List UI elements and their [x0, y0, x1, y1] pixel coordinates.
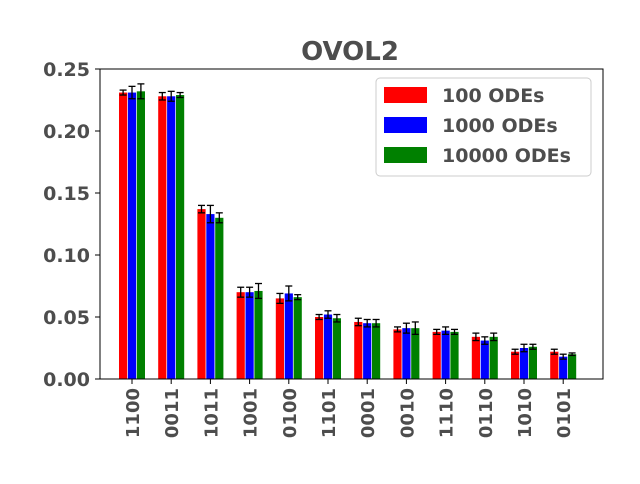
- legend-label-series-3: 10000 ODEs: [442, 145, 571, 167]
- bar-1100-series-3: [136, 91, 145, 379]
- legend-swatch-series-1: [384, 87, 427, 103]
- bar-1001-series-2: [245, 292, 254, 379]
- x-tick-label-1010: 1010: [515, 388, 536, 438]
- plot-frame: [99, 68, 604, 380]
- bar-1011-series-2: [206, 214, 215, 379]
- bar-1011-series-3: [215, 217, 224, 379]
- bar-1110-series-2: [441, 330, 450, 379]
- y-tick-label: 0.00: [43, 369, 90, 391]
- bar-0101-series-2: [559, 356, 568, 379]
- bar-1100-series-1: [119, 92, 128, 379]
- legend-label-series-2: 1000 ODEs: [442, 115, 558, 137]
- bar-1101-series-1: [315, 317, 324, 379]
- bar-0110-series-3: [489, 336, 498, 379]
- bar-1010-series-2: [519, 348, 529, 379]
- bar-1010-series-1: [511, 351, 520, 379]
- bar-1011-series-1: [197, 209, 206, 379]
- x-tick-label-1101: 1101: [319, 388, 340, 438]
- bar-0110-series-1: [471, 336, 480, 379]
- x-tick-label-0100: 0100: [280, 388, 301, 438]
- bar-0101-series-1: [550, 351, 559, 379]
- y-tick-label: 0.10: [43, 245, 90, 267]
- x-tick-label-0010: 0010: [397, 388, 418, 438]
- legend-label-series-1: 100 ODEs: [442, 85, 545, 107]
- bar-1101-series-3: [332, 318, 341, 379]
- y-tick-label: 0.20: [43, 121, 90, 143]
- bar-1001-series-1: [236, 292, 245, 379]
- x-tick-label-0011: 0011: [162, 388, 183, 438]
- bar-0001-series-2: [363, 323, 372, 379]
- bar-0100-series-1: [275, 298, 284, 379]
- bar-0011-series-2: [167, 96, 176, 379]
- y-tick-label: 0.05: [43, 307, 90, 329]
- y-tick-label: 0.25: [43, 59, 90, 81]
- x-tick-label-1001: 1001: [241, 388, 262, 438]
- x-tick-label-0001: 0001: [358, 388, 379, 438]
- axes-layer: 1100 0011 1011 1001 0100 1101 0001 0010 1110 0110…: [43, 59, 604, 438]
- bar-0001-series-1: [354, 321, 363, 379]
- x-tick-label-1110: 1110: [437, 388, 458, 438]
- bar-0101-series-3: [568, 354, 577, 379]
- bar-0110-series-2: [480, 340, 489, 379]
- bar-0011-series-1: [158, 96, 167, 379]
- legend-swatch-series-2: [384, 117, 427, 133]
- bar-0010-series-1: [393, 329, 402, 379]
- x-tick-label-1100: 1100: [123, 388, 144, 438]
- y-tick-label: 0.15: [43, 183, 90, 205]
- bar-0011-series-3: [176, 95, 185, 379]
- bar-1110-series-3: [450, 331, 459, 379]
- bar-1001-series-3: [254, 290, 263, 379]
- chart-title: OVOL2: [301, 37, 399, 67]
- bar-0001-series-3: [372, 323, 381, 379]
- bar-1100-series-2: [127, 92, 137, 379]
- x-tick-label-1011: 1011: [201, 388, 222, 438]
- bar-0010-series-2: [402, 328, 411, 379]
- bar-0010-series-3: [411, 328, 420, 379]
- x-tick-label-0110: 0110: [476, 388, 497, 438]
- legend: 100 ODEs 1000 ODEs 10000 ODEs: [375, 77, 592, 177]
- bar-1110-series-1: [432, 331, 441, 379]
- legend-box: [375, 77, 592, 177]
- bar-0100-series-3: [293, 297, 302, 379]
- bar-0100-series-2: [284, 293, 293, 379]
- legend-swatch-series-3: [384, 147, 427, 163]
- bar-1010-series-3: [528, 346, 537, 379]
- bars-layer: [119, 83, 577, 379]
- bar-1101-series-2: [323, 314, 333, 379]
- x-tick-label-0101: 0101: [554, 388, 575, 438]
